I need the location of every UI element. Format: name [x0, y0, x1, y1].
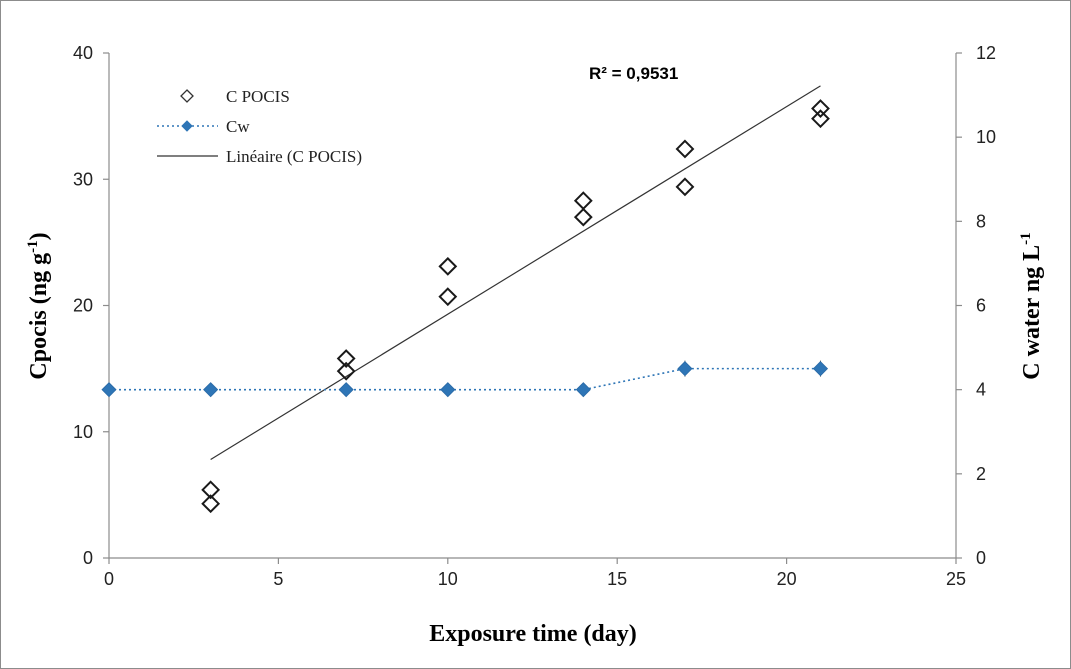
legend-marker-hollow-diamond [180, 89, 194, 103]
y-left-tick-label: 30 [73, 169, 93, 189]
y-left-axis-title-end: ) [26, 232, 52, 240]
y-right-tick-label: 0 [976, 548, 986, 568]
y-left-tick-label: 0 [83, 548, 93, 568]
y-right-tick-label: 10 [976, 127, 996, 147]
c-pocis-point [438, 287, 458, 307]
c-pocis-point [675, 177, 695, 197]
cw-point [203, 382, 219, 398]
y-right-tick-label: 6 [976, 296, 986, 316]
cw-point [677, 361, 693, 377]
y-left-axis-title: Cpocis (ng g-1) [25, 232, 52, 379]
y-left-tick-label: 40 [73, 43, 93, 63]
cw-series-group [101, 360, 829, 398]
cw-point [812, 361, 829, 377]
c-pocis-point [336, 349, 356, 368]
x-tick-label: 25 [946, 569, 966, 589]
y-right-axis-title: C water ng L-1 [1018, 232, 1045, 379]
legend-label-cw: Cw [226, 117, 250, 136]
trendline-group [210, 85, 821, 461]
x-tick-label: 20 [777, 569, 797, 589]
r-squared-annotation: R² = 0,9531 [589, 64, 678, 83]
c-pocis-point [675, 139, 695, 159]
y-right-tick-label: 8 [976, 211, 986, 231]
legend-label-c-pocis: C POCIS [226, 87, 290, 106]
legend-item-cw: Cw [157, 117, 250, 136]
x-axis-title: Exposure time (day) [429, 621, 637, 647]
y-left-axis-title-sup: -1 [25, 240, 41, 253]
y-left-tick-label: 10 [73, 422, 93, 442]
cw-point [575, 382, 591, 398]
ticks-group: 0 5 10 15 20 25 0 10 20 30 40 0 2 4 6 8 10 12 [73, 43, 996, 589]
cw-point [440, 382, 456, 398]
y-right-tick-label: 4 [976, 380, 986, 400]
x-tick-label: 0 [104, 569, 114, 589]
x-tick-label: 10 [438, 569, 458, 589]
c-pocis-point [573, 207, 593, 227]
c-pocis-point [811, 109, 830, 129]
c-pocis-point [811, 99, 830, 118]
y-right-axis-title-main: C water ng L [1019, 245, 1045, 380]
legend-label-lineaire: Linéaire (C POCIS) [226, 147, 362, 166]
cw-series-line [109, 367, 821, 391]
cw-point [101, 382, 117, 398]
x-tick-label: 15 [607, 569, 627, 589]
y-left-tick-label: 20 [73, 296, 93, 316]
legend-item-lineaire: Linéaire (C POCIS) [157, 147, 362, 166]
legend-item-c-pocis: C POCIS [180, 87, 290, 106]
c-pocis-point [201, 494, 221, 514]
c-pocis-point [438, 256, 458, 276]
legend: C POCIS Cw Linéaire (C POCIS) [157, 87, 362, 166]
c-pocis-point [573, 191, 593, 211]
y-right-axis-title-sup: -1 [1018, 232, 1034, 245]
x-tick-label: 5 [273, 569, 283, 589]
y-right-tick-label: 2 [976, 464, 986, 484]
c-pocis-series-group [201, 99, 830, 514]
y-right-tick-label: 12 [976, 43, 996, 63]
cw-point [338, 382, 354, 398]
trendline [210, 85, 821, 461]
y-left-axis-title-main: Cpocis (ng g [26, 253, 52, 380]
legend-marker-filled-diamond [181, 120, 193, 132]
c-pocis-point [201, 480, 221, 500]
c-pocis-point [336, 361, 356, 381]
